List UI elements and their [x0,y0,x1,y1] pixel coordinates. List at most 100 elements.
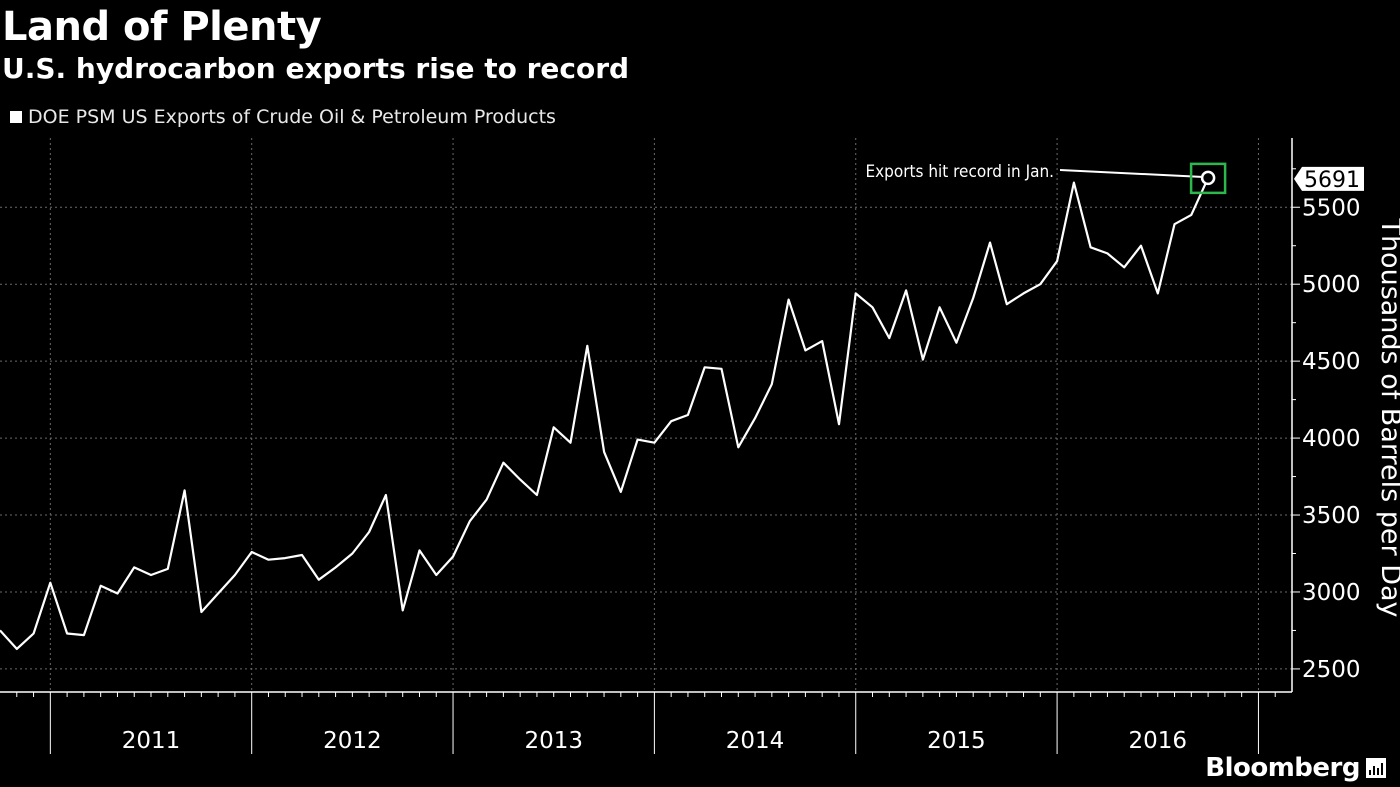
data-point [316,577,322,583]
data-point [366,529,372,535]
data-point [1004,301,1010,307]
x-tick-label: 2012 [323,728,382,754]
data-point [735,444,741,450]
data-point [114,591,120,597]
data-point [249,549,255,555]
data-point [836,421,842,427]
data-point [47,580,53,586]
y-tick-label: 5000 [1302,272,1361,298]
data-point [450,554,456,560]
data-point [870,304,876,310]
data-point [1121,264,1127,270]
annotation-marker [1200,170,1216,186]
data-point [618,489,624,495]
legend-swatch [10,111,22,123]
data-point [534,492,540,498]
data-point [433,572,439,578]
data-point [517,477,523,483]
data-point [702,364,708,370]
x-tick-label: 2013 [524,728,583,754]
legend: DOE PSM US Exports of Crude Oil & Petrol… [10,106,556,128]
data-point [265,557,271,563]
data-point [1172,221,1178,227]
annotation-text: Exports hit record in Jan. [865,162,1054,182]
data-point [953,340,959,346]
value-callout-tag [1294,166,1364,191]
data-point [198,609,204,615]
data-point [31,631,37,637]
data-point [584,343,590,349]
data-point [601,449,607,455]
y-tick-label: 3000 [1302,580,1361,606]
y-tick-label: 3500 [1302,503,1361,529]
data-point [299,552,305,558]
data-point [719,366,725,372]
data-point [500,460,506,466]
data-point [1021,290,1027,296]
data-point [81,632,87,638]
data-point [987,240,993,246]
bloomberg-logo: Bloomberg [1205,753,1386,783]
data-point [484,497,490,503]
data-point [131,564,137,570]
data-point [64,631,70,637]
data-point [1155,290,1161,296]
data-point [148,572,154,578]
x-tick-label: 2014 [726,728,785,754]
y-tick-label: 4000 [1302,426,1361,452]
data-point [98,583,104,589]
y-tick-label: 5500 [1302,195,1361,221]
data-point [886,335,892,341]
data-point [802,347,808,353]
legend-label: DOE PSM US Exports of Crude Oil & Petrol… [28,106,556,128]
data-point [467,518,473,524]
data-point [853,290,859,296]
data-point [282,555,288,561]
data-point [1088,244,1094,250]
data-point [349,551,355,557]
y-tick-label: 2500 [1302,657,1361,683]
y-tick-label: 4500 [1302,349,1361,375]
data-point [416,547,422,553]
data-point [769,381,775,387]
data-point [551,424,557,430]
x-tick-label: 2015 [927,728,986,754]
y-axis-label: Thousands of Barrels per Day [1375,217,1400,617]
data-point [14,646,20,652]
data-point [635,437,641,443]
data-point [786,297,792,303]
data-point [1104,250,1110,256]
data-point [182,487,188,493]
data-point [903,287,909,293]
data-point [400,607,406,613]
series-line [0,177,1210,651]
value-callout-label: 5691 [1304,168,1360,193]
data-point [937,304,943,310]
data-point [1054,258,1060,264]
data-point [215,591,221,597]
data-point [567,440,573,446]
data-point [668,418,674,424]
data-point [970,295,976,301]
annotation-highlight-box [1189,162,1227,195]
data-point [1037,281,1043,287]
brand-name: Bloomberg [1205,753,1360,783]
data-point [920,357,926,363]
data-point [232,572,238,578]
chart-subtitle: U.S. hydrocarbon exports rise to record [2,52,630,85]
chart-title: Land of Plenty [2,4,322,50]
data-point [383,492,389,498]
data-point [685,412,691,418]
bloomberg-chart-icon [1366,758,1386,778]
data-point [165,566,171,572]
data-point [1138,243,1144,249]
data-point [752,415,758,421]
x-tick-label: 2016 [1128,728,1187,754]
annotation-leader-line [1059,169,1202,178]
data-point [651,440,657,446]
data-point [1188,212,1194,218]
data-point [819,338,825,344]
data-point [333,564,339,570]
x-tick-label: 2011 [122,728,181,754]
